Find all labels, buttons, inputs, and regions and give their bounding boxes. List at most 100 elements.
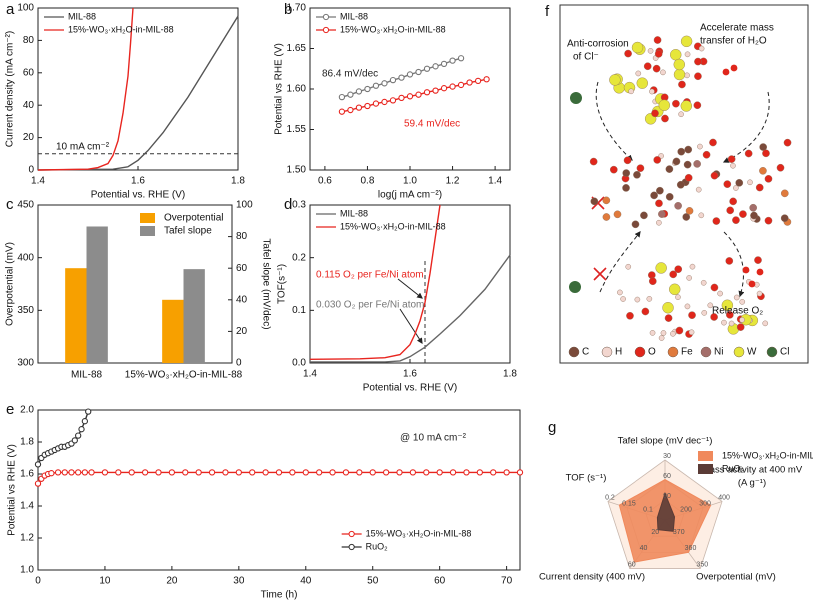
legend-label: 15%-WO₃·xH₂O-in-MIL-88 bbox=[340, 24, 446, 34]
legend-label: MIL-88 bbox=[340, 11, 368, 21]
x-tick-label: 1.0 bbox=[403, 176, 417, 187]
atom bbox=[686, 275, 692, 281]
data-point bbox=[302, 469, 309, 476]
legend-label: O bbox=[648, 347, 656, 358]
atom bbox=[643, 62, 652, 71]
atom bbox=[650, 191, 658, 200]
atom bbox=[739, 299, 746, 305]
radar-tick-label: 200 bbox=[680, 507, 692, 514]
y-tick-label: 0.0 bbox=[292, 358, 306, 369]
legend-swatch bbox=[733, 346, 745, 358]
y-axis-label: Overpotential (mV) bbox=[5, 242, 16, 326]
data-point bbox=[48, 470, 55, 477]
radar-tick-label: 0.2 bbox=[605, 494, 615, 501]
atom bbox=[755, 183, 764, 192]
atom bbox=[756, 268, 764, 276]
atom bbox=[675, 326, 684, 335]
data-point bbox=[483, 76, 490, 83]
annotation: 0.115 O₂ per Fe/Ni atom bbox=[316, 270, 424, 281]
atom bbox=[634, 296, 641, 303]
series-line bbox=[341, 78, 487, 113]
atom bbox=[684, 72, 690, 79]
data-point bbox=[356, 469, 363, 476]
legend-label: Ni bbox=[714, 347, 723, 358]
atom bbox=[698, 212, 705, 219]
x-tick-label: 0.8 bbox=[360, 176, 374, 187]
legend-label: 15%-WO₃·xH₂O-in-MIL-88 bbox=[722, 450, 813, 460]
x-tick-label: 0 bbox=[35, 576, 41, 587]
data-point bbox=[516, 469, 524, 476]
legend-swatch bbox=[700, 346, 712, 358]
arrow bbox=[399, 308, 423, 345]
arrow bbox=[397, 278, 423, 299]
data-point bbox=[155, 469, 162, 476]
legend-label: W bbox=[747, 347, 757, 358]
x-tick-label: 60 bbox=[434, 576, 446, 587]
atom bbox=[725, 257, 734, 265]
atom bbox=[729, 197, 737, 206]
panel-label: a bbox=[6, 1, 15, 18]
atom bbox=[721, 299, 734, 311]
y-tick-label: 0.2 bbox=[292, 252, 306, 263]
data-point bbox=[54, 469, 62, 476]
panel-label: g bbox=[548, 419, 556, 436]
panel-label: b bbox=[284, 1, 292, 18]
atom bbox=[759, 167, 767, 175]
atom bbox=[750, 211, 758, 220]
data-point bbox=[389, 76, 397, 84]
atom bbox=[693, 160, 701, 168]
annotation: Anti-corrosion bbox=[567, 39, 629, 50]
y-tick-label: 1.70 bbox=[287, 3, 307, 14]
x-tick-label: 1.6 bbox=[131, 176, 145, 187]
atom bbox=[730, 162, 736, 169]
atom bbox=[688, 329, 695, 336]
radar-tick-label: 20 bbox=[651, 529, 659, 536]
atom bbox=[651, 109, 659, 118]
bar bbox=[183, 269, 205, 363]
atom bbox=[602, 213, 611, 221]
data-point bbox=[372, 82, 380, 89]
atom bbox=[658, 99, 670, 111]
y-tick-label: 350 bbox=[17, 305, 34, 316]
radar-tick-label: 60 bbox=[663, 473, 671, 480]
data-point bbox=[503, 469, 510, 476]
y-tick-label: 2.0 bbox=[20, 405, 34, 416]
bar bbox=[162, 299, 184, 363]
annotation: of Cl⁻ bbox=[573, 52, 599, 63]
y2-axis-label: Tafel slope (mV/dec) bbox=[260, 238, 271, 329]
radar-tick-label: 60 bbox=[628, 561, 636, 568]
data-point bbox=[398, 74, 405, 81]
annotation: 59.4 mV/dec bbox=[404, 119, 460, 130]
data-point bbox=[81, 469, 89, 476]
atom bbox=[674, 202, 682, 210]
x-tick-label: 30 bbox=[233, 576, 245, 587]
data-point bbox=[406, 93, 414, 100]
y-tick-label: 1.4 bbox=[20, 501, 34, 512]
data-point bbox=[81, 418, 89, 425]
plot-frame bbox=[37, 204, 233, 364]
data-point bbox=[182, 469, 189, 476]
atom bbox=[661, 114, 669, 123]
data-point bbox=[235, 469, 242, 476]
radar-tick-label: 90 bbox=[663, 493, 671, 500]
atom bbox=[655, 262, 667, 274]
atom bbox=[730, 64, 738, 72]
atom bbox=[570, 92, 582, 104]
y-tick-label: 0.3 bbox=[292, 200, 306, 211]
series-line bbox=[310, 254, 511, 363]
y-axis-label: Potential vs RHE (V) bbox=[7, 444, 18, 536]
data-point bbox=[115, 469, 122, 476]
atom bbox=[742, 266, 750, 274]
radar-tick-label: 300 bbox=[699, 500, 711, 507]
atom bbox=[609, 74, 621, 86]
data-point bbox=[75, 432, 82, 439]
data-point bbox=[382, 469, 390, 476]
atom bbox=[698, 45, 705, 52]
atom bbox=[665, 193, 674, 201]
y-tick-label: 20 bbox=[236, 326, 248, 337]
radar-axis-label: (A g⁻¹) bbox=[738, 478, 766, 489]
radar-tick-label: 370 bbox=[673, 529, 685, 536]
atom bbox=[569, 281, 581, 293]
atom bbox=[733, 294, 740, 301]
y-tick-label: 450 bbox=[17, 200, 34, 211]
